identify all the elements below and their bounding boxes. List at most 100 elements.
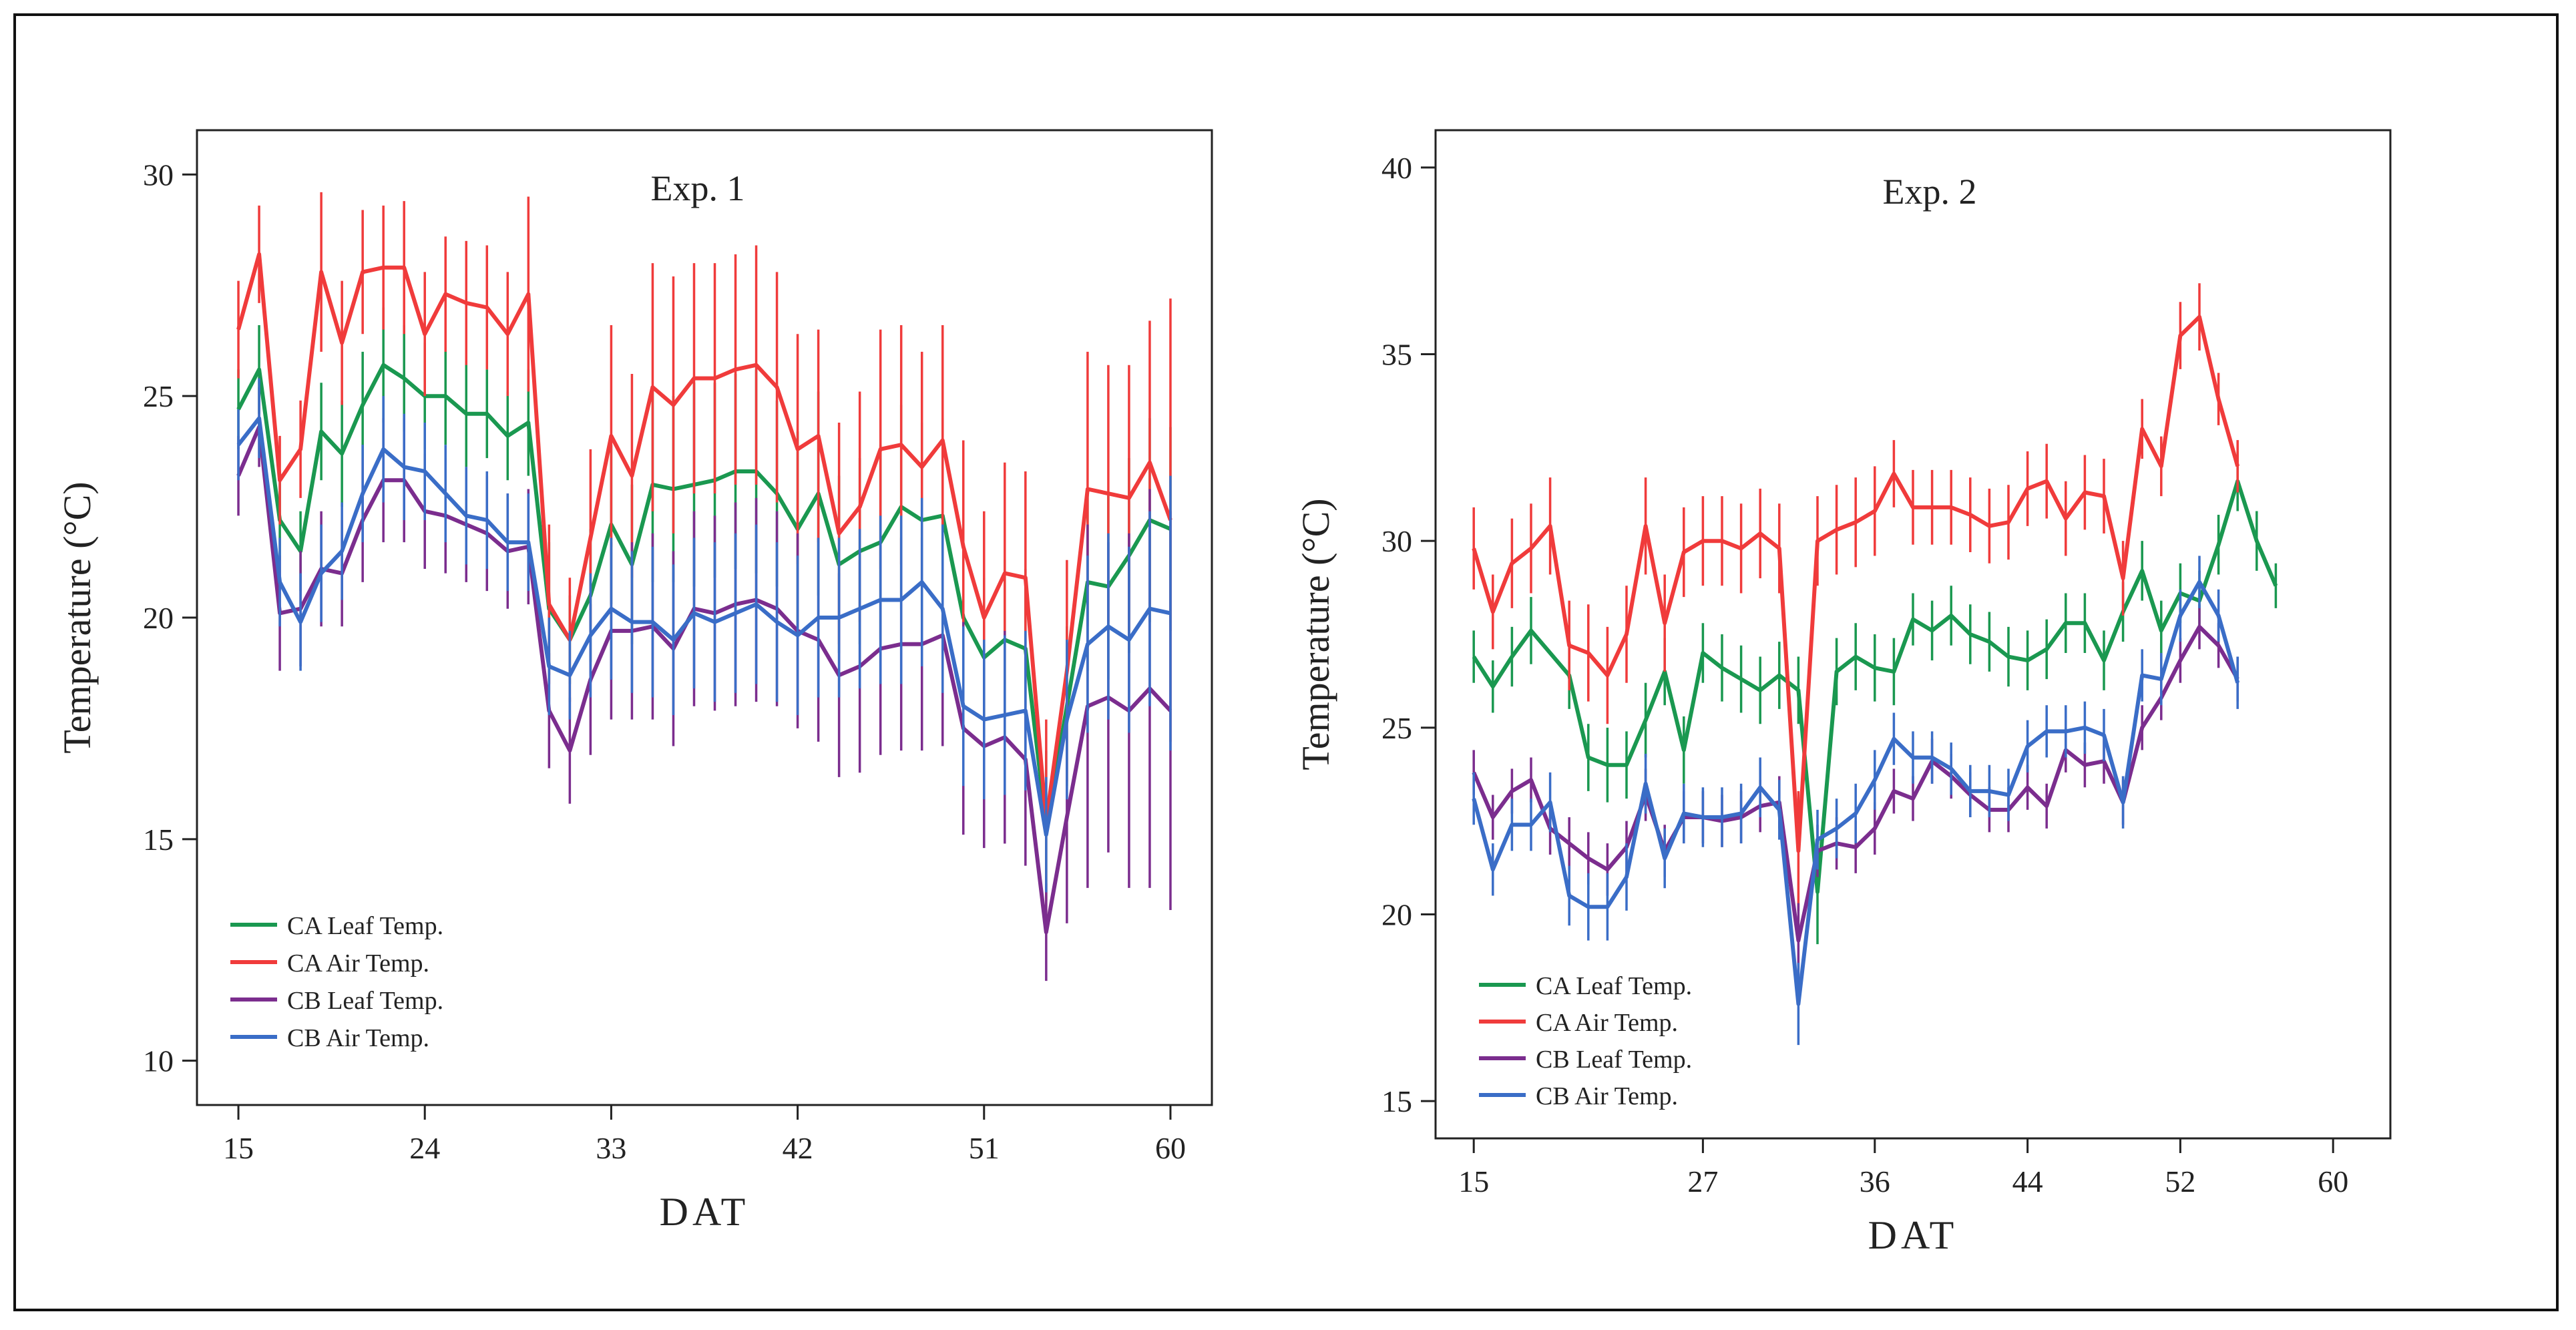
exp2-data-point bbox=[2026, 786, 2029, 789]
exp1-data-point bbox=[692, 612, 695, 614]
exp1-data-point bbox=[278, 479, 281, 481]
exp2-data-point bbox=[2160, 678, 2163, 680]
exp1-data-point bbox=[568, 749, 571, 752]
exp2-data-point bbox=[2007, 521, 2010, 523]
exp1-x-tick-label: 24 bbox=[409, 1131, 440, 1165]
exp2-data-point bbox=[1740, 547, 1743, 549]
exp1-data-point bbox=[341, 549, 343, 552]
exp2-y-tick-label: 25 bbox=[1381, 711, 1412, 745]
exp2-data-point bbox=[2217, 398, 2220, 401]
exp2-data-point bbox=[1701, 652, 1704, 654]
exp1-data-point bbox=[423, 470, 426, 473]
exp1-data-point bbox=[320, 270, 323, 273]
exp2-legend: CA Leaf Temp. CA Air Temp. CB Leaf Temp. CB… bbox=[1479, 972, 1692, 1110]
exp1-data-point bbox=[921, 581, 923, 584]
exp1-series-4 bbox=[236, 378, 1172, 893]
exp2-data-point bbox=[2122, 801, 2125, 804]
exp2-data-point bbox=[1874, 666, 1876, 669]
exp1-data-point bbox=[941, 608, 944, 610]
exp1-data-point bbox=[1086, 488, 1089, 491]
exp2-data-point bbox=[1988, 640, 1990, 643]
exp1-data-point bbox=[237, 328, 240, 331]
exp1-x-tick-label: 42 bbox=[783, 1131, 813, 1165]
exp2-data-point bbox=[2160, 465, 2163, 467]
exp2-data-point bbox=[2236, 465, 2239, 467]
exp2-data-point bbox=[2026, 487, 2029, 490]
exp2-data-point bbox=[1854, 656, 1857, 658]
exp2-data-point bbox=[1778, 809, 1781, 811]
exp1-data-point bbox=[859, 608, 861, 610]
exp2-legend-label: CA Air Temp. bbox=[1536, 1009, 1678, 1037]
exp2-data-point bbox=[1530, 629, 1532, 632]
exp2-data-point bbox=[2217, 614, 2220, 617]
exp2-data-point bbox=[2141, 726, 2143, 729]
exp2-data-point bbox=[2141, 674, 2143, 677]
exp1-data-point bbox=[610, 608, 612, 610]
exp1-series-line bbox=[236, 416, 1171, 837]
exp2-data-point bbox=[2103, 734, 2105, 736]
exp1-data-point bbox=[258, 368, 260, 371]
exp2-data-point bbox=[1645, 719, 1647, 722]
exp2-data-point bbox=[1510, 790, 1513, 793]
exp2-data-point bbox=[1892, 790, 1895, 793]
exp2-x-tick-label: 52 bbox=[2165, 1164, 2195, 1198]
exp1-data-point bbox=[506, 332, 509, 335]
exp2-data-point bbox=[1816, 891, 1819, 893]
exp2-data-point bbox=[2103, 495, 2105, 497]
exp2-series-2 bbox=[1472, 283, 2240, 911]
exp2-data-point bbox=[1778, 547, 1781, 549]
exp2-data-point bbox=[2083, 491, 2086, 493]
exp2-series-line bbox=[1472, 479, 2278, 894]
exp2-data-point bbox=[1759, 786, 1761, 789]
exp2-data-point bbox=[1492, 816, 1494, 819]
exp1-data-point bbox=[983, 616, 986, 619]
exp2-data-point bbox=[1816, 539, 1819, 542]
exp2-data-point bbox=[2236, 682, 2239, 684]
exp2-data-point bbox=[1950, 767, 1952, 770]
exp1-y-tick-label: 15 bbox=[143, 823, 174, 857]
exp1-data-point bbox=[651, 386, 654, 389]
exp2-data-point bbox=[2198, 581, 2201, 584]
exp2-data-point bbox=[2160, 629, 2163, 632]
exp2-data-point bbox=[1530, 547, 1532, 549]
exp1-data-point bbox=[672, 403, 674, 406]
exp2-data-point bbox=[1969, 513, 1972, 516]
exp2-series-1 bbox=[1472, 451, 2278, 945]
exp2-data-point bbox=[1510, 562, 1513, 565]
exp2-data-point bbox=[2045, 805, 2048, 807]
figure-frame bbox=[13, 13, 2559, 1311]
exp2-data-point bbox=[1969, 790, 1972, 793]
exp2-data-point bbox=[1836, 670, 1838, 673]
exp2-data-point bbox=[1854, 846, 1857, 849]
exp2-data-point bbox=[1625, 764, 1628, 766]
exp1-data-point bbox=[465, 514, 467, 517]
exp1-data-point bbox=[838, 532, 841, 535]
exp1-data-point bbox=[797, 448, 799, 451]
exp2-data-point bbox=[2045, 648, 2048, 650]
exp1-data-point bbox=[630, 621, 633, 624]
exp2-y-tick-label: 40 bbox=[1381, 151, 1412, 185]
exp1-data-point bbox=[1004, 572, 1006, 575]
exp2-data-point bbox=[1836, 827, 1838, 830]
exp1-x-tick-label: 51 bbox=[969, 1131, 1000, 1165]
exp2-x-tick-label: 15 bbox=[1458, 1164, 1489, 1198]
exp2-data-point bbox=[2141, 570, 2143, 572]
exp1-data-point bbox=[776, 386, 779, 389]
exp1-data-point bbox=[382, 448, 385, 451]
exp1-data-point bbox=[506, 541, 509, 543]
exp1-data-point bbox=[1128, 497, 1130, 499]
exp1-y-tick-label: 10 bbox=[143, 1044, 174, 1078]
exp1-data-point bbox=[900, 443, 903, 446]
exp1-data-point bbox=[921, 465, 923, 468]
exp1-legend-label: CB Air Temp. bbox=[287, 1024, 429, 1052]
exp2-data-point bbox=[1587, 905, 1590, 908]
exp2-data-point bbox=[1912, 618, 1914, 621]
exp1-data-point bbox=[320, 430, 323, 433]
exp1-data-point bbox=[755, 603, 758, 606]
exp1-legend-label: CA Air Temp. bbox=[287, 949, 429, 977]
exp2-y-tick-label: 20 bbox=[1381, 897, 1412, 931]
exp1-data-point bbox=[320, 572, 323, 575]
exp1-data-point bbox=[299, 448, 302, 451]
exp1-data-point bbox=[589, 537, 592, 539]
exp2-data-point bbox=[2198, 626, 2201, 628]
